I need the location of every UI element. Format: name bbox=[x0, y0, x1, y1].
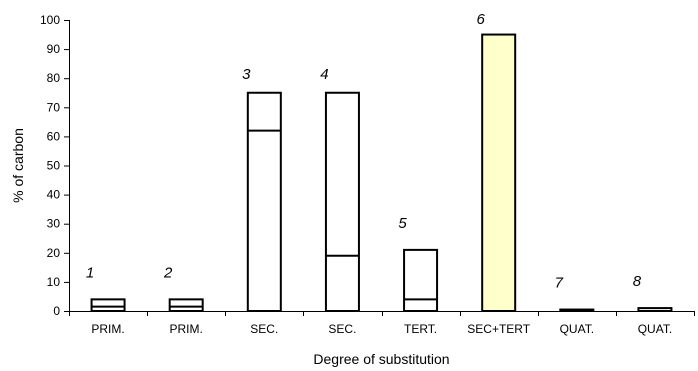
x-axis-title: Degree of substitution bbox=[313, 351, 449, 367]
bar-annotation: 5 bbox=[398, 215, 407, 232]
y-axis-title: % of carbon bbox=[10, 128, 26, 203]
bar bbox=[481, 33, 517, 313]
y-tick-label: 100 bbox=[40, 13, 60, 27]
bar-annotation: 3 bbox=[242, 66, 251, 83]
bar bbox=[168, 298, 204, 312]
bar bbox=[324, 91, 360, 312]
bar bbox=[559, 308, 595, 313]
bar-annotation: 8 bbox=[633, 273, 642, 290]
bar bbox=[90, 298, 126, 312]
bars: 1 2 3 4 5 6 7 8 bbox=[86, 11, 673, 313]
y-tick-label: 10 bbox=[47, 275, 61, 289]
y-tick-label: 0 bbox=[53, 304, 60, 318]
x-tick-label: SEC. bbox=[250, 322, 278, 336]
y-tick-label: 30 bbox=[47, 217, 61, 231]
bar-annotation: 6 bbox=[477, 11, 486, 28]
y-axis-ticks: 0 10 20 30 40 50 60 70 80 90 100 bbox=[40, 13, 69, 318]
y-tick-label: 90 bbox=[47, 42, 61, 56]
x-tick-label: SEC+TERT bbox=[467, 322, 530, 336]
y-tick-label: 70 bbox=[47, 100, 61, 114]
y-tick-label: 80 bbox=[47, 71, 61, 85]
bar bbox=[403, 248, 439, 312]
bar-annotation: 2 bbox=[163, 264, 173, 281]
x-tick-label: QUAT. bbox=[638, 322, 672, 336]
bar-annotation: 4 bbox=[320, 66, 328, 83]
y-tick-label: 20 bbox=[47, 246, 61, 260]
bar bbox=[246, 91, 282, 312]
x-tick-label: PRIM. bbox=[170, 322, 203, 336]
x-tick-label: QUAT. bbox=[560, 322, 594, 336]
x-axis-ticks: PRIM. PRIM. SEC. SEC. TERT. SEC+TERT QUAT. QUAT… bbox=[69, 311, 695, 336]
bar-annotation: 1 bbox=[86, 264, 94, 281]
bar-annotation: 7 bbox=[555, 275, 564, 292]
y-tick-label: 50 bbox=[47, 159, 61, 173]
x-tick-label: TERT. bbox=[404, 322, 437, 336]
bar bbox=[637, 307, 673, 312]
y-tick-label: 60 bbox=[47, 129, 61, 143]
y-tick-label: 40 bbox=[47, 188, 61, 202]
x-tick-label: PRIM. bbox=[91, 322, 124, 336]
x-tick-label: SEC. bbox=[328, 322, 356, 336]
